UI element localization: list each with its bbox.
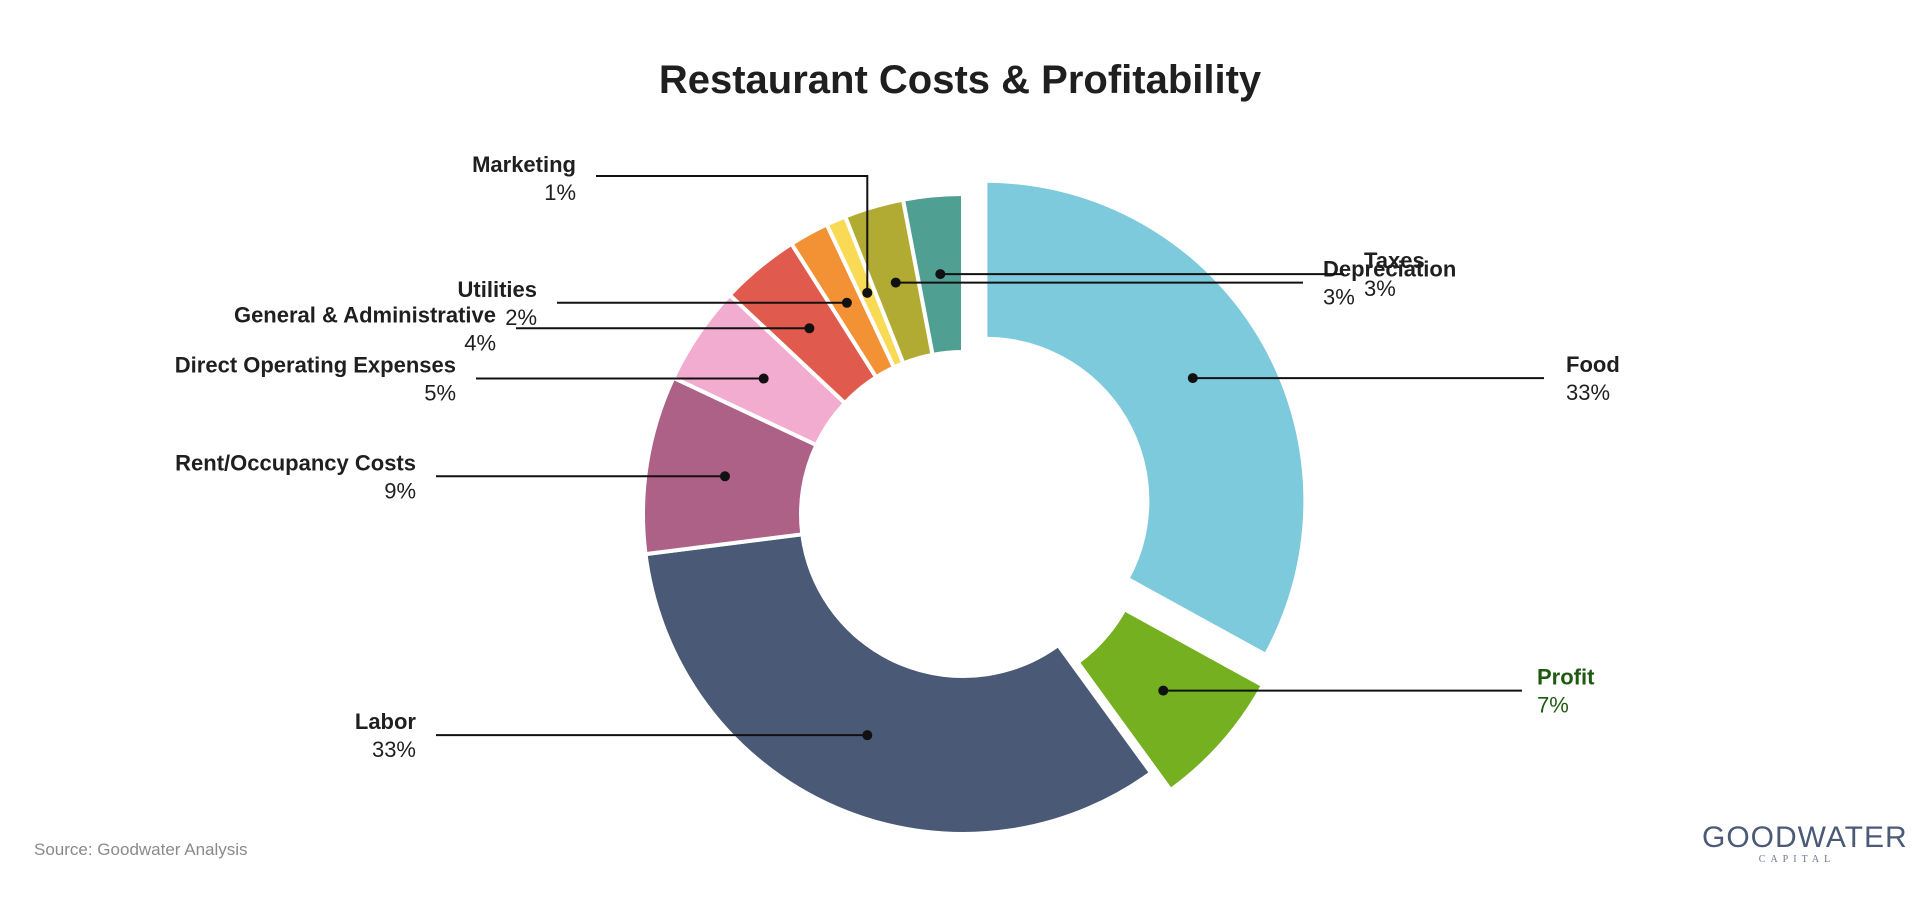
chart-title: Restaurant Costs & Profitability [658,58,1262,102]
logo-wordmark: GOODWATER [1702,821,1908,854]
slice-label-marketing: Marketing [472,152,576,177]
slice-value-direct_opex: 5% [424,381,456,406]
slice-value-taxes: 3% [1364,276,1396,301]
slice-label-direct_opex: Direct Operating Expenses [175,353,456,378]
goodwater-logo: GOODWATER CAPITAL [1702,821,1908,866]
slice-value-rent: 9% [384,478,416,503]
logo-subtitle: CAPITAL [1758,854,1836,865]
slice-value-profit: 7% [1537,693,1569,718]
slice-label-g_and_a: General & Administrative [234,302,496,327]
slice-label-taxes: Taxes [1364,248,1425,273]
slice-label-labor: Labor [355,709,417,734]
slice-food [983,178,1308,658]
slice-profit [1074,606,1266,793]
leader-dot-marketing [862,287,873,298]
slice-value-g_and_a: 4% [464,330,496,355]
slice-value-marketing: 1% [544,180,576,205]
slice-value-utilities: 2% [505,305,537,330]
slice-label-profit: Profit [1537,665,1595,690]
leader-dot-taxes [935,269,946,280]
leader-dot-labor [862,730,873,741]
slice-label-rent: Rent/Occupancy Costs [175,450,416,475]
slice-labor [643,532,1154,836]
slice-taxes [900,191,965,358]
leader-dot-g_and_a [804,323,815,334]
leader-dot-profit [1158,685,1169,696]
leader-dot-direct_opex [758,373,769,384]
slice-label-utilities: Utilities [458,277,537,302]
slice-value-labor: 33% [372,737,416,762]
leader-line-marketing [596,175,869,293]
slice-value-food: 33% [1566,380,1610,405]
slice-label-depreciation: Depreciation [1323,257,1456,282]
source-note: Source: Goodwater Analysis [34,840,248,859]
leader-dot-rent [719,471,730,482]
leader-dot-utilities [841,297,852,308]
slice-value-depreciation: 3% [1323,285,1355,310]
slice-label-food: Food [1566,352,1620,377]
leader-dot-food [1187,373,1198,384]
leader-dot-depreciation [890,277,901,288]
